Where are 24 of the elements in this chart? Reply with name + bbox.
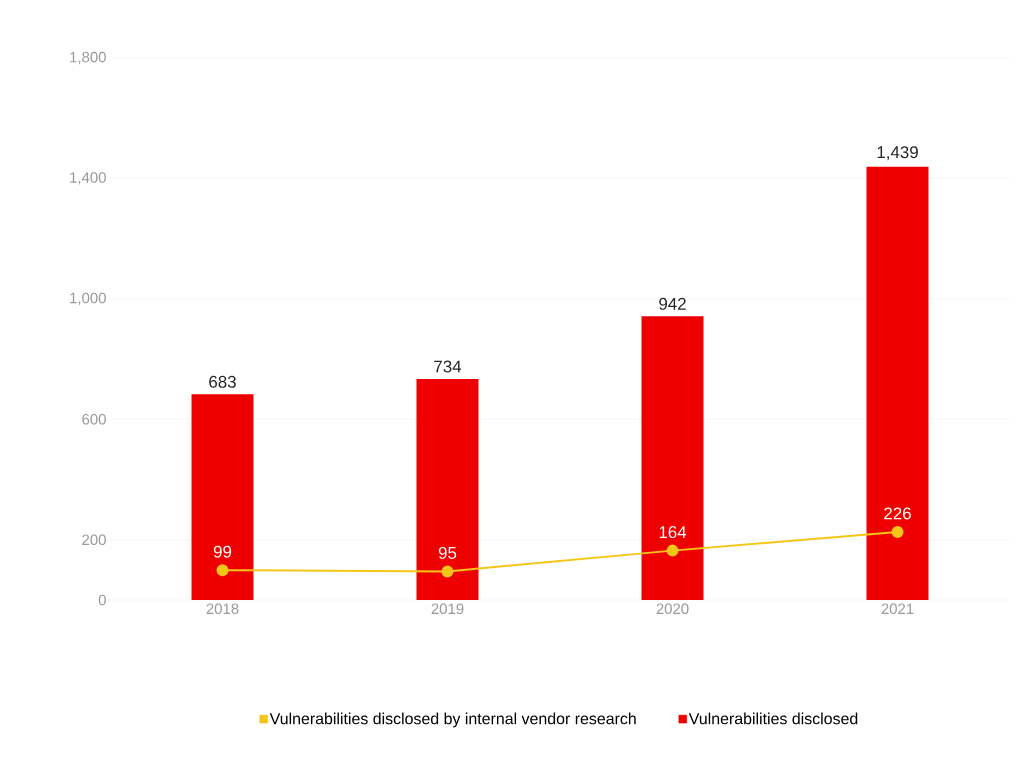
data-label: 683 (209, 375, 236, 388)
data-label: 942 (659, 297, 686, 310)
legend-label: Vulnerabilities disclosed (688, 712, 858, 725)
bar (191, 394, 254, 600)
y-tick-label: 1,400 (70, 172, 106, 185)
bar (866, 166, 929, 600)
y-tick-label: 600 (82, 414, 106, 425)
data-label: 164 (659, 526, 687, 539)
x-tick-label: 2021 (881, 603, 914, 615)
y-tick-label: 0 (98, 594, 106, 606)
data-label: 95 (438, 546, 457, 559)
legend-label: Vulnerabilities disclosed by internal vendor research (269, 712, 636, 728)
data-label: 99 (213, 545, 232, 558)
y-tick-label: 1,000 (70, 292, 106, 306)
x-tick-label: 2018 (206, 603, 239, 615)
bar (416, 378, 479, 600)
data-label: 1,439 (877, 146, 918, 161)
data-label: 734 (434, 360, 462, 373)
y-tick-label: 1,800 (70, 51, 106, 65)
x-tick-label: 2020 (656, 603, 689, 615)
bar (641, 316, 704, 600)
y-tick-label: 200 (82, 534, 106, 546)
data-label: 226 (884, 507, 911, 520)
x-tick-label: 2019 (431, 603, 464, 615)
